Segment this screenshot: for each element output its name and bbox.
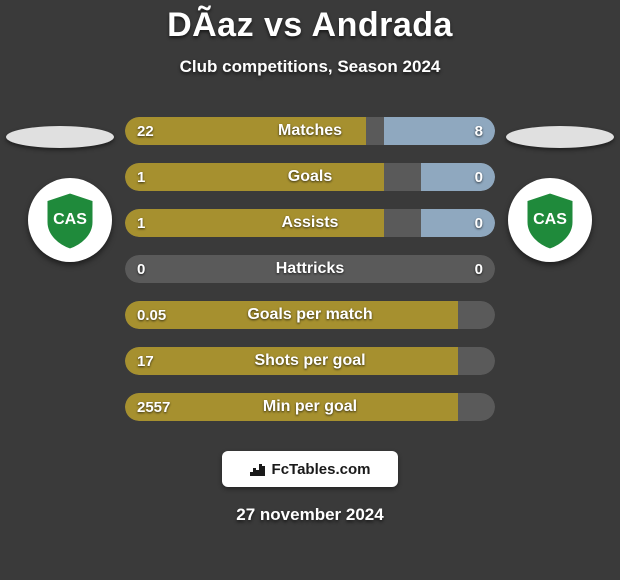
stat-row: 17Shots per goal xyxy=(125,347,495,375)
stat-row: 228Matches xyxy=(125,117,495,145)
stat-row: 10Assists xyxy=(125,209,495,237)
country-ellipse-right xyxy=(506,126,614,148)
stat-bar-left xyxy=(125,209,384,237)
stat-bar-left xyxy=(125,347,458,375)
stats-rows-container: 228Matches 10Goals 10Assists 00Hattricks 0.0… xyxy=(125,117,495,421)
stat-row: 0.05Goals per match xyxy=(125,301,495,329)
stat-row-track xyxy=(125,255,495,283)
stat-row: 10Goals xyxy=(125,163,495,191)
country-ellipse-left xyxy=(6,126,114,148)
subtitle: Club competitions, Season 2024 xyxy=(180,57,441,77)
stat-bar-right xyxy=(421,163,495,191)
stat-row: 00Hattricks xyxy=(125,255,495,283)
fctables-badge[interactable]: FcTables.com xyxy=(222,451,398,487)
team-logo-right: CAS xyxy=(508,178,592,262)
svg-text:CAS: CAS xyxy=(533,211,567,228)
fctables-label: FcTables.com xyxy=(272,461,371,478)
stat-bar-left xyxy=(125,301,458,329)
team-logo-left: CAS xyxy=(28,178,112,262)
stat-row: 2557Min per goal xyxy=(125,393,495,421)
page-title: DÃ­az vs Andrada xyxy=(167,6,453,45)
svg-text:CAS: CAS xyxy=(53,211,87,228)
chart-icon xyxy=(250,462,266,476)
stat-bar-right xyxy=(384,117,495,145)
stat-bar-right xyxy=(421,209,495,237)
content-wrapper: DÃ­az vs Andrada Club competitions, Seas… xyxy=(0,0,620,580)
stat-bar-left xyxy=(125,117,366,145)
stat-bar-left xyxy=(125,393,458,421)
date-label: 27 november 2024 xyxy=(236,505,383,525)
stat-bar-left xyxy=(125,163,384,191)
